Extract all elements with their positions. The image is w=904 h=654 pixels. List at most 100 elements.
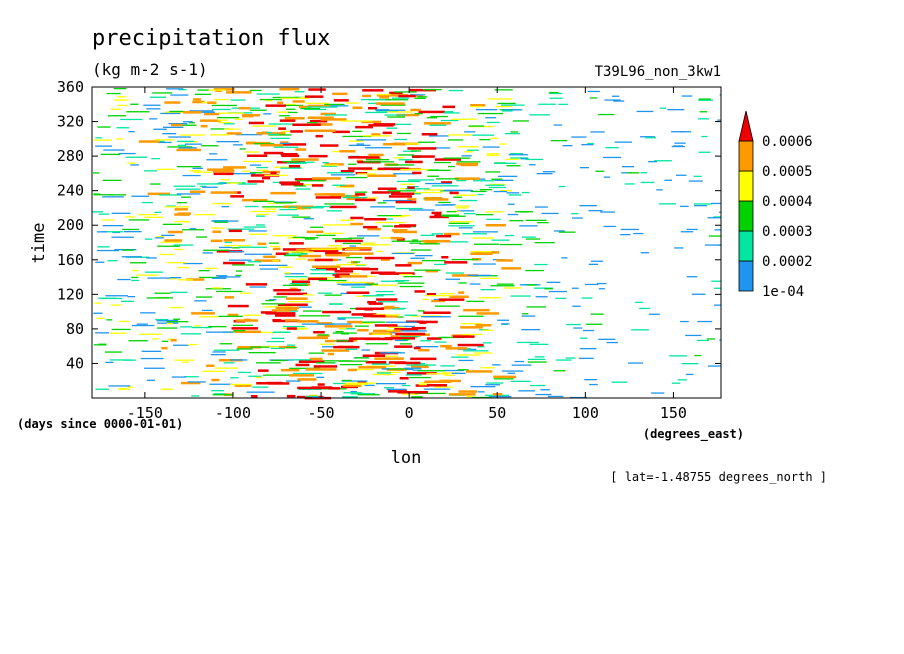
precip-streak bbox=[279, 181, 300, 184]
precip-streak bbox=[351, 286, 366, 288]
precip-streak bbox=[121, 249, 134, 251]
precip-streak bbox=[680, 231, 694, 233]
precip-streak bbox=[170, 291, 188, 293]
precip-streak bbox=[375, 93, 392, 96]
precip-streak bbox=[165, 88, 184, 90]
precip-streak bbox=[145, 271, 163, 273]
precip-streak bbox=[243, 314, 261, 316]
precip-streak bbox=[122, 228, 139, 231]
precip-streak bbox=[160, 112, 181, 115]
precip-streak bbox=[336, 264, 367, 266]
precip-streak bbox=[508, 154, 528, 156]
precip-streak bbox=[167, 230, 183, 234]
precip-streak bbox=[653, 160, 672, 162]
precip-streak bbox=[458, 291, 465, 294]
precip-streak bbox=[305, 368, 337, 371]
precip-streak bbox=[196, 296, 213, 298]
precip-streak bbox=[376, 250, 383, 252]
precip-streak bbox=[254, 259, 281, 262]
precip-streak bbox=[344, 248, 360, 251]
precip-streak bbox=[248, 233, 268, 235]
precip-streak bbox=[161, 234, 175, 236]
precip-streak bbox=[589, 383, 598, 386]
precip-streak bbox=[233, 330, 246, 332]
precip-streak bbox=[456, 180, 467, 182]
precip-streak bbox=[289, 283, 307, 285]
precip-streak bbox=[573, 327, 583, 329]
precip-streak bbox=[456, 207, 469, 209]
precip-streak bbox=[274, 166, 303, 168]
precip-streak bbox=[398, 94, 416, 98]
precip-streak bbox=[597, 282, 607, 285]
precip-streak bbox=[95, 145, 112, 147]
precip-streak bbox=[319, 144, 339, 147]
precip-streak bbox=[116, 96, 127, 98]
precip-streak bbox=[419, 320, 438, 324]
precip-streak bbox=[212, 203, 232, 205]
precip-streak bbox=[395, 200, 417, 204]
precip-streak bbox=[244, 253, 272, 255]
precip-streak bbox=[410, 94, 426, 96]
precip-streak bbox=[136, 323, 148, 325]
precip-streak bbox=[144, 238, 153, 240]
precip-streak bbox=[224, 241, 232, 244]
precip-streak bbox=[501, 323, 510, 325]
precip-streak bbox=[431, 211, 442, 215]
precip-streak bbox=[279, 115, 290, 117]
precip-streak bbox=[525, 269, 544, 272]
precip-streak bbox=[246, 391, 275, 393]
precip-streak bbox=[348, 237, 365, 239]
precip-streak bbox=[477, 112, 504, 115]
precip-streak bbox=[571, 136, 587, 138]
precip-streak bbox=[388, 361, 406, 364]
precip-streak bbox=[561, 257, 568, 259]
precip-streak bbox=[343, 384, 362, 387]
precip-streak bbox=[141, 201, 153, 204]
precip-streak bbox=[694, 203, 712, 205]
precip-streak bbox=[249, 89, 262, 92]
precip-streak bbox=[501, 370, 524, 372]
precip-streak bbox=[226, 132, 242, 135]
precip-streak bbox=[477, 346, 485, 348]
precip-streak bbox=[590, 97, 598, 99]
precip-streak bbox=[332, 130, 350, 134]
precip-streak bbox=[504, 234, 514, 237]
precip-streak bbox=[292, 283, 311, 286]
precip-streak bbox=[614, 141, 632, 143]
precip-streak bbox=[112, 231, 121, 234]
precip-streak bbox=[256, 213, 270, 216]
precip-streak bbox=[181, 381, 201, 385]
precip-streak bbox=[346, 256, 363, 259]
precip-streak bbox=[324, 325, 353, 328]
precip-streak bbox=[228, 229, 242, 233]
precip-streak bbox=[184, 143, 202, 145]
precip-streak bbox=[368, 124, 394, 127]
precip-streak bbox=[671, 145, 686, 148]
precip-streak bbox=[171, 376, 187, 378]
precip-streak bbox=[598, 288, 605, 290]
y-tick-label: 120 bbox=[57, 285, 84, 303]
precip-streak bbox=[386, 164, 415, 166]
precip-streak bbox=[94, 302, 102, 304]
precip-streak bbox=[339, 275, 368, 278]
precip-streak bbox=[382, 200, 412, 202]
precip-streak bbox=[502, 109, 523, 111]
precip-streak bbox=[408, 209, 435, 211]
precip-streak bbox=[470, 252, 493, 255]
precip-streak bbox=[427, 175, 439, 177]
precip-streak bbox=[288, 278, 297, 281]
x-axis-ticks: -150 -100 -50 0 50 100 150 bbox=[127, 87, 687, 422]
precip-streak bbox=[325, 250, 336, 253]
precip-streak bbox=[97, 246, 110, 248]
precip-streak bbox=[535, 393, 552, 396]
precip-streak bbox=[521, 191, 530, 194]
precip-streak bbox=[279, 119, 296, 122]
precip-streak bbox=[651, 392, 665, 394]
precip-streak bbox=[513, 120, 529, 122]
precip-streak bbox=[143, 104, 161, 106]
precip-streak bbox=[417, 141, 436, 143]
precip-streak bbox=[396, 132, 411, 135]
precip-streak bbox=[404, 314, 418, 316]
precip-streak bbox=[514, 360, 525, 363]
precip-streak bbox=[475, 109, 498, 111]
